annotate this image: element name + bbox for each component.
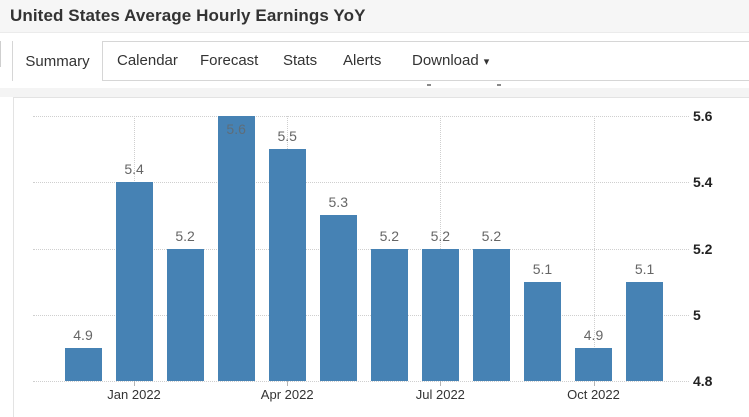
x-axis-tick-label: Jul 2022 bbox=[415, 387, 465, 402]
x-axis-tick-mark bbox=[287, 381, 289, 386]
tab-download-label: Download bbox=[412, 52, 479, 69]
bar-value-label: 5.2 bbox=[430, 227, 451, 244]
tab-stats[interactable]: Stats bbox=[283, 52, 318, 69]
page-title: United States Average Hourly Earnings Yo… bbox=[10, 6, 366, 25]
x-axis-tick-label: Oct 2022 bbox=[567, 387, 620, 402]
bar[interactable] bbox=[472, 248, 510, 381]
tab-download[interactable]: Download ▾ bbox=[412, 41, 489, 81]
bar[interactable] bbox=[166, 248, 204, 381]
bar-value-label: 5.2 bbox=[481, 227, 502, 244]
y-axis-tick-label: 5.4 bbox=[693, 174, 713, 191]
x-axis-tick-mark bbox=[593, 381, 595, 386]
bar[interactable] bbox=[523, 281, 561, 381]
bar[interactable] bbox=[268, 149, 306, 381]
y-axis-tick-label: 4.8 bbox=[693, 373, 713, 389]
bar-value-label: 5.4 bbox=[124, 161, 144, 178]
y-axis-tick-label: 5 bbox=[693, 306, 701, 323]
tab-alerts[interactable]: Alerts bbox=[343, 52, 382, 69]
bar-value-label: 5.5 bbox=[277, 128, 297, 145]
y-axis-tick-label: 5.6 bbox=[693, 108, 713, 124]
bar[interactable] bbox=[319, 215, 357, 381]
bar-value-label: 4.9 bbox=[583, 326, 604, 343]
x-axis-tick-label: Jan 2022 bbox=[107, 387, 161, 402]
bar-value-label: 5.1 bbox=[634, 260, 655, 277]
tabbar-bottom-border bbox=[103, 80, 749, 81]
bar-value-label: 5.2 bbox=[379, 227, 400, 244]
y-gridline bbox=[33, 248, 689, 250]
page-background-strip bbox=[0, 88, 749, 97]
tab-calendar[interactable]: Calendar bbox=[117, 52, 178, 69]
y-gridline bbox=[33, 381, 689, 382]
y-gridline bbox=[33, 116, 689, 117]
x-gridline bbox=[593, 116, 595, 381]
bar[interactable] bbox=[370, 248, 408, 381]
bar-value-label: 5.6 bbox=[226, 121, 246, 137]
bar[interactable] bbox=[575, 347, 612, 381]
bar-value-label: 4.9 bbox=[73, 326, 93, 343]
tabbar-top-border bbox=[12, 41, 749, 42]
tab-summary[interactable]: Summary bbox=[12, 41, 103, 81]
y-gridline bbox=[33, 182, 689, 184]
bar-value-label: 5.1 bbox=[532, 260, 553, 277]
x-axis-tick-label: Apr 2022 bbox=[260, 387, 314, 402]
x-axis-tick-mark bbox=[134, 381, 136, 386]
y-gridline bbox=[33, 314, 689, 316]
chevron-down-icon: ▾ bbox=[483, 56, 490, 68]
x-axis-tick-mark bbox=[440, 381, 442, 386]
bar[interactable] bbox=[64, 347, 102, 381]
bar-value-label: 5.3 bbox=[328, 194, 348, 211]
y-axis-tick-label: 5.2 bbox=[693, 240, 713, 257]
clipped-text-artifact bbox=[427, 84, 431, 86]
tab-summary-label: Summary bbox=[25, 52, 90, 70]
bar[interactable] bbox=[217, 116, 255, 381]
page-header: United States Average Hourly Earnings Yo… bbox=[0, 0, 749, 33]
bar[interactable] bbox=[626, 281, 664, 381]
bar-value-label: 5.2 bbox=[175, 227, 195, 244]
bar[interactable] bbox=[421, 248, 459, 381]
clipped-text-artifact bbox=[497, 84, 501, 86]
tab-forecast[interactable]: Forecast bbox=[200, 52, 259, 69]
container-left-border bbox=[0, 41, 1, 67]
bar-chart: 4.8 5 5.2 5.4 5.6 Jan 2022 Apr 2022 Jul 2022 Oct… bbox=[13, 97, 749, 417]
bar[interactable] bbox=[115, 182, 153, 381]
